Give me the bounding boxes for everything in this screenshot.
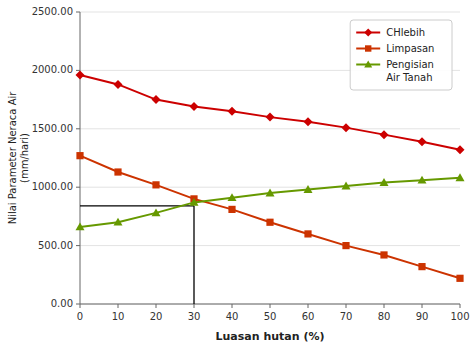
x-tick (384, 304, 385, 308)
point (228, 193, 237, 201)
point (152, 208, 161, 216)
point (266, 189, 275, 197)
point (76, 152, 83, 159)
x-axis-line (80, 304, 460, 305)
point (342, 123, 351, 132)
grid-line (80, 304, 460, 305)
x-tick-label: 80 (378, 311, 391, 322)
point (190, 102, 199, 111)
x-tick (118, 304, 119, 308)
point (228, 107, 237, 116)
point (304, 117, 313, 126)
y-tick-label: 1000.00 (32, 181, 73, 192)
point (266, 219, 273, 226)
x-tick-label: 90 (416, 311, 429, 322)
y-tick-label: 0.00 (51, 298, 73, 309)
chart: 0.00 500.00 1000.00 1500.00 2000.00 2500.00 0 1… (0, 0, 474, 350)
point (418, 263, 425, 270)
y-tick (76, 245, 80, 246)
point (380, 251, 387, 258)
legend-marker (364, 61, 372, 68)
y-tick (76, 187, 80, 188)
point (152, 181, 159, 188)
x-tick (194, 304, 195, 308)
series (76, 173, 465, 230)
point (152, 95, 161, 104)
legend-label: Limpasan (386, 43, 434, 54)
grid-line (80, 128, 460, 129)
x-tick-label: 30 (188, 311, 201, 322)
x-tick-label: 40 (226, 311, 239, 322)
point (456, 275, 463, 282)
x-tick (460, 304, 461, 308)
x-tick (232, 304, 233, 308)
legend-label: CHlebih (386, 27, 425, 38)
x-tick (156, 304, 157, 308)
point (456, 145, 465, 154)
grid-line (80, 245, 460, 246)
point (304, 185, 313, 193)
point (190, 198, 199, 206)
x-axis-title: Luasan hutan (%) (216, 330, 325, 343)
y-tick (76, 304, 80, 305)
legend-label: PengisianAir Tanah (386, 59, 434, 83)
legend-marker (364, 29, 372, 37)
x-tick (270, 304, 271, 308)
legend: CHlebih Limpasan PengisianAir Tanah (350, 20, 452, 90)
point (228, 206, 235, 213)
grid-line (80, 187, 460, 188)
y-tick-label: 1500.00 (32, 123, 73, 134)
point (114, 80, 123, 89)
y-tick-label: 2500.00 (32, 6, 73, 17)
point (418, 137, 427, 146)
x-tick-label: 70 (340, 311, 353, 322)
x-tick-label: 50 (264, 311, 277, 322)
chart-container: 0.00 500.00 1000.00 1500.00 2000.00 2500.00 0 1… (0, 0, 474, 350)
x-tick (308, 304, 309, 308)
x-tick (80, 304, 81, 308)
x-tick-label: 60 (302, 311, 315, 322)
x-tick-label: 10 (112, 311, 125, 322)
x-tick (346, 304, 347, 308)
plot-area (76, 71, 465, 304)
point (114, 218, 123, 226)
point (76, 222, 85, 230)
grid (80, 12, 460, 304)
point (380, 130, 389, 139)
x-tick-label: 0 (77, 311, 83, 322)
y-axis-title: Nilai Parameter Neraca Air(mm/hari) (7, 91, 30, 225)
point (266, 113, 275, 122)
point (342, 242, 349, 249)
y-tick-label: 2000.00 (32, 64, 73, 75)
point (380, 178, 389, 186)
y-tick (76, 128, 80, 129)
series (76, 152, 463, 282)
axes: 0.00 500.00 1000.00 1500.00 2000.00 2500.00 0 1… (32, 6, 470, 322)
point (114, 168, 121, 175)
y-tick (76, 70, 80, 71)
x-tick-label: 20 (150, 311, 163, 322)
series-line (80, 178, 460, 227)
point (76, 71, 85, 80)
point (456, 173, 465, 181)
legend-box (350, 20, 452, 90)
y-tick (76, 12, 80, 13)
point (342, 182, 351, 190)
x-tick (422, 304, 423, 308)
point (304, 230, 311, 237)
grid-line (80, 12, 460, 13)
reference-vline (193, 206, 194, 304)
x-tick-label: 100 (450, 311, 469, 322)
series-line (80, 156, 460, 279)
y-tick-label: 500.00 (38, 240, 73, 251)
point (418, 176, 427, 184)
legend-marker (365, 45, 371, 51)
